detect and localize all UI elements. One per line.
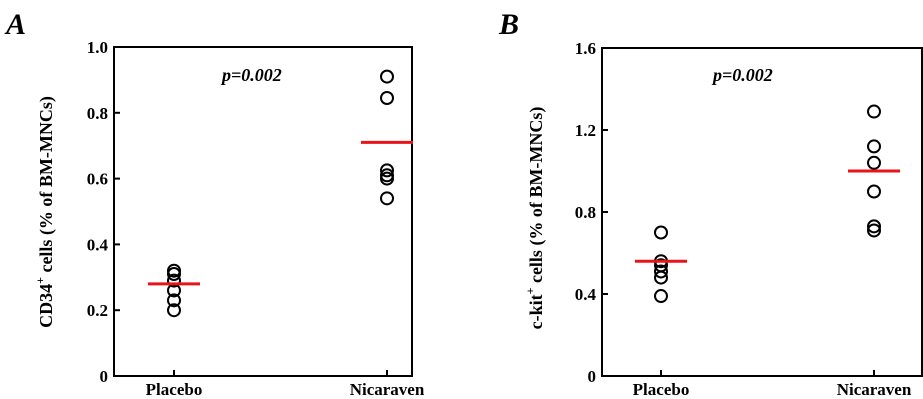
panel-b-ylabel-sup: + <box>523 287 537 294</box>
panel-a-ylabel-rest: cells (% of BM-MNCs) <box>36 96 57 277</box>
panel-a-data-point <box>380 163 394 178</box>
panel-b-p-value: p=0.002 <box>711 65 773 85</box>
panel-b-data-point <box>654 270 668 285</box>
panel-b-y-axis-label: c-kit+ cells (% of BM-MNCs) <box>523 107 547 330</box>
panel-b-data-point <box>867 184 881 199</box>
panel-b-ylabel-main: c-kit <box>526 294 546 329</box>
panel-a-ylabel-sup: + <box>33 277 47 284</box>
panel-a-y-tick-label: 0 <box>100 367 109 386</box>
panel-a-y-tick-label: 0.4 <box>87 235 109 254</box>
panel-a-data-point <box>380 191 394 206</box>
panel-a-data-point <box>380 171 394 186</box>
panel-b: B p=0.002 c-kit+ cells (% of BM-MNCs) 00… <box>498 8 923 399</box>
panel-b-data-point <box>867 219 881 234</box>
panel-a-data-point <box>380 90 394 105</box>
panel-a-letter: A <box>4 8 26 41</box>
panel-a-data-point <box>380 69 394 84</box>
panel-a-category-label: Placebo <box>146 380 203 399</box>
panel-a-category-label: Nicaraven <box>350 380 425 399</box>
panel-b-axes-frame <box>601 47 923 377</box>
panel-b-data-point <box>867 223 881 238</box>
panel-b-category-label: Nicaraven <box>837 380 912 399</box>
panel-a-y-axis-label: CD34+ cells (% of BM-MNCs) <box>33 96 57 328</box>
panel-a-plot-area: 0 0.2 0.4 0.6 0.8 1.0 Placebo Nicaraven <box>87 38 425 399</box>
panel-a-y-tick-label: 0.8 <box>87 104 108 123</box>
panel-a-data-point <box>167 267 181 282</box>
panel-a-p-value: p=0.002 <box>220 65 282 85</box>
panel-b-data-point <box>867 155 881 170</box>
panel-b-plot-area: 0 0.4 0.8 1.2 1.6 Placebo Nicaraven <box>575 39 923 399</box>
panel-b-y-tick-label: 1.6 <box>575 39 596 58</box>
panel-a-data-point <box>167 273 181 288</box>
panel-a-axes-frame <box>113 46 413 377</box>
panel-b-data-point <box>654 225 668 240</box>
panel-a-y-tick-label: 0.2 <box>87 301 108 320</box>
panel-b-y-tick-label: 0 <box>588 367 597 386</box>
panel-b-data-point <box>867 139 881 154</box>
panel-b-y-tick-label: 0.4 <box>575 285 597 304</box>
panel-b-data-point <box>654 289 668 304</box>
panel-b-data-point <box>867 104 881 119</box>
panel-b-category-label: Placebo <box>633 380 690 399</box>
panel-a-ylabel-main: CD34 <box>36 284 56 328</box>
panel-a-data-point <box>167 303 181 318</box>
panel-a-data-point <box>167 293 181 308</box>
panel-b-y-tick-label: 0.8 <box>575 203 596 222</box>
panel-b-y-tick-label: 1.2 <box>575 121 596 140</box>
panel-b-data-point <box>654 264 668 279</box>
panel-a: A p=0.002 CD34+ cells (% of BM-MNCs) 0 0.… <box>4 8 425 399</box>
panel-a-y-tick-label: 0.6 <box>87 170 108 189</box>
panel-a-y-tick-label: 1.0 <box>87 38 108 57</box>
panel-b-ylabel-rest: cells (% of BM-MNCs) <box>526 107 547 288</box>
panel-b-letter: B <box>498 8 519 41</box>
